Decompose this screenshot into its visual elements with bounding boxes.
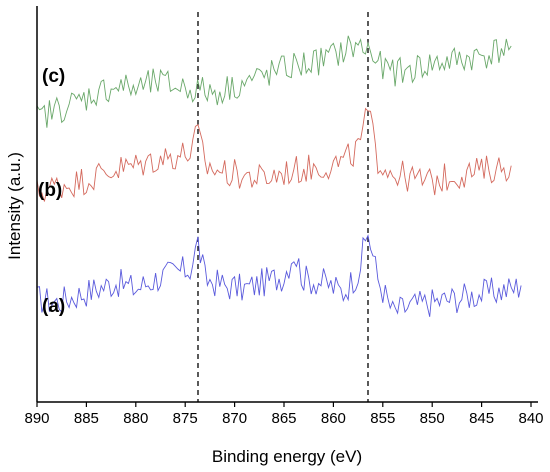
x-tick-label: 845 [469, 410, 494, 427]
reference-lines [197, 12, 369, 402]
spectrum-line-a [36, 234, 522, 317]
x-tick-label: 865 [271, 410, 296, 427]
trace-label-b: (b) [38, 180, 62, 201]
x-tick-label: 890 [24, 410, 49, 427]
x-axis-title: Binding energy (eV) [212, 447, 362, 466]
spectrum-line-c [36, 35, 512, 128]
trace-label-c: (c) [42, 66, 65, 87]
x-tick-label: 875 [173, 410, 198, 427]
x-tick-label: 840 [518, 410, 543, 427]
x-tick-label: 855 [370, 410, 395, 427]
axes [36, 6, 538, 403]
x-tick-label: 850 [420, 410, 445, 427]
x-axis-ticks: 890 885 880 875 870 865 860 855 850 845 840 [24, 402, 544, 427]
x-tick-label: 860 [321, 410, 346, 427]
x-tick-label: 870 [222, 410, 247, 427]
trace-labels: (c) (b) (a) [38, 66, 65, 317]
spectrum-line-b [36, 107, 512, 202]
spectra-traces [36, 35, 522, 317]
y-axis-title: Intensity (a.u.) [5, 152, 24, 260]
x-tick-label: 885 [74, 410, 99, 427]
x-tick-label: 880 [123, 410, 148, 427]
trace-label-a: (a) [42, 296, 65, 317]
